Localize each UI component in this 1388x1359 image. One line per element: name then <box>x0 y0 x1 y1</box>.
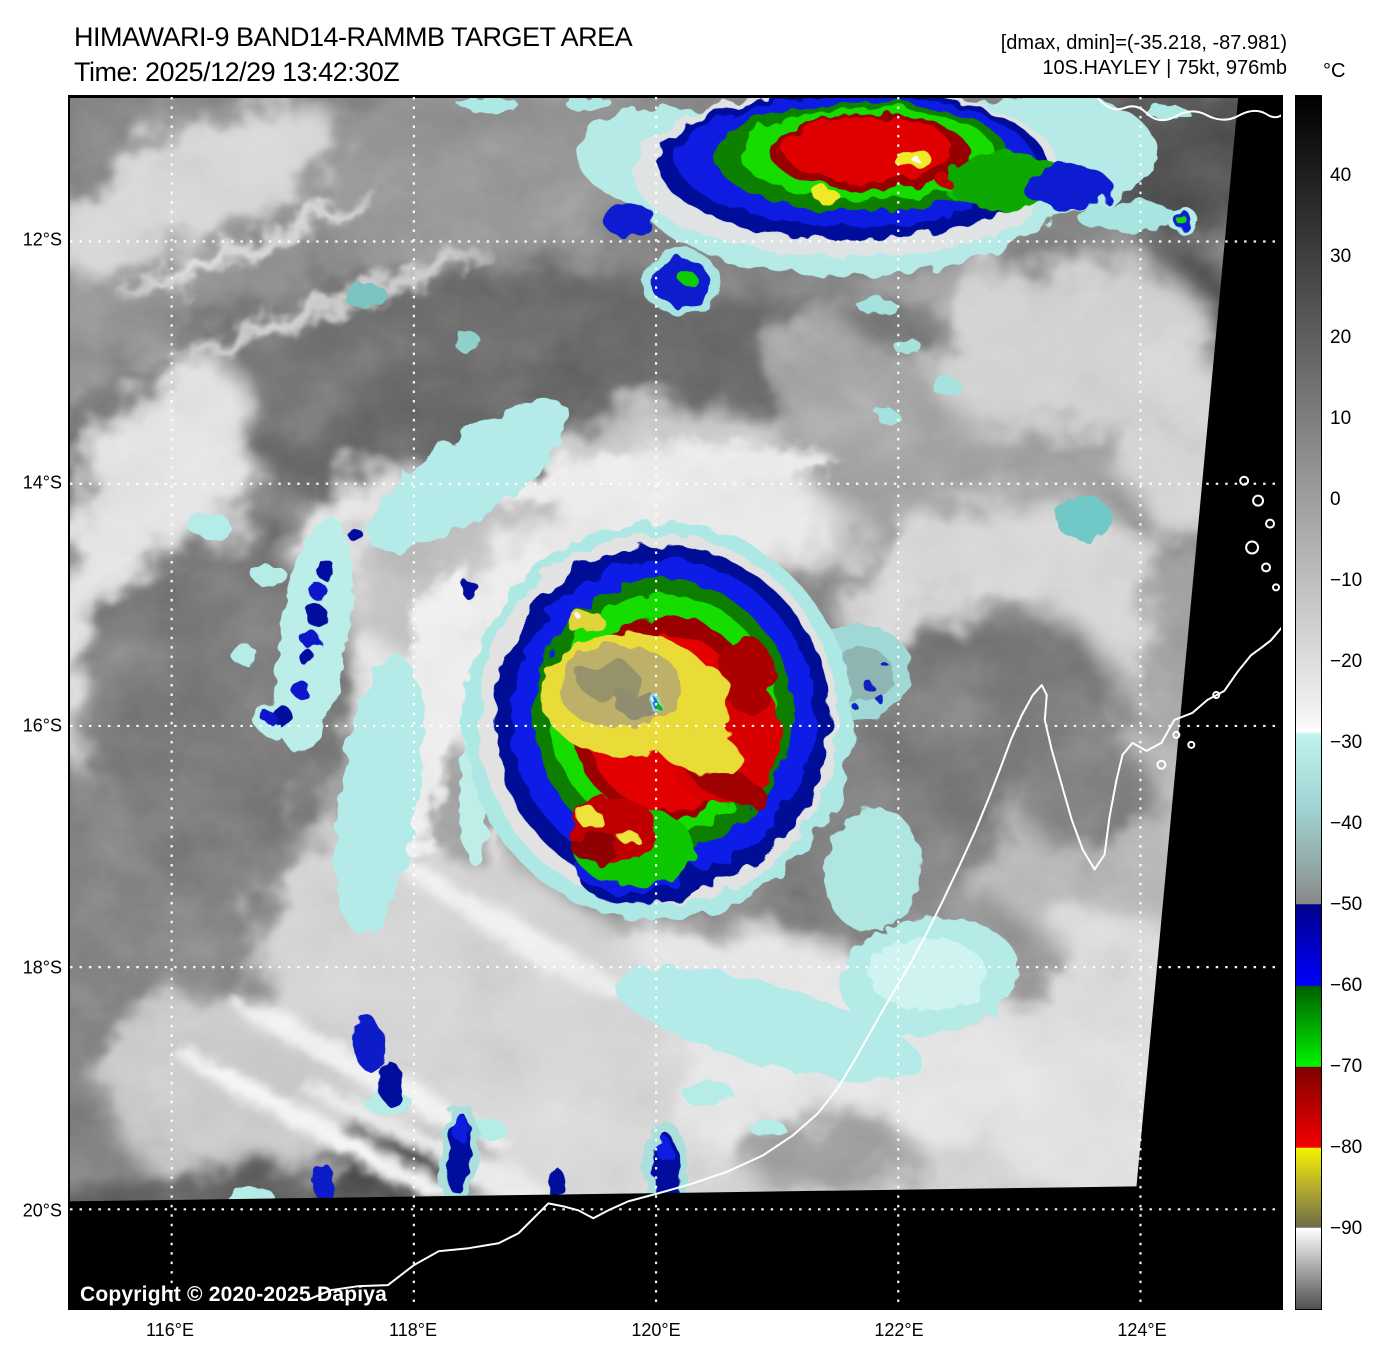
title-block: HIMAWARI-9 BAND14-RAMMB TARGET AREA Time… <box>74 20 633 90</box>
x-tick-122°E: 122°E <box>874 1320 924 1340</box>
colorbar-tick-−20: −20 <box>1330 651 1363 672</box>
colorbar-tick-−80: −80 <box>1330 1137 1363 1158</box>
colorbar-tick-20: 20 <box>1330 327 1352 348</box>
coastline <box>306 97 1281 1302</box>
coastline-islands <box>1156 475 1281 770</box>
colorbar-tick-−60: −60 <box>1330 975 1363 996</box>
copyright-notice: Copyright © 2020-2025 Dapiya <box>80 1283 388 1306</box>
x-tick-118°E: 118°E <box>389 1320 437 1340</box>
satellite-map: Copyright © 2020-2025 Dapiya <box>68 95 1283 1310</box>
convective-system-north <box>578 97 1177 314</box>
satellite-image <box>70 97 1281 1308</box>
colorbar-tick-10: 10 <box>1330 408 1352 429</box>
dmax-dmin-readout: [dmax, dmin]=(-35.218, -87.981) <box>1000 32 1287 54</box>
satellite-data-region <box>70 97 1239 1202</box>
colorbar-tick-−10: −10 <box>1330 570 1363 591</box>
page-title: HIMAWARI-9 BAND14-RAMMB TARGET AREA <box>74 22 633 52</box>
colorbar-tick-−70: −70 <box>1330 1056 1363 1077</box>
colorbar-tick-30: 30 <box>1330 246 1352 267</box>
colorbar-unit-label: °C <box>1323 60 1346 82</box>
timestamp: Time: 2025/12/29 13:42:30Z <box>74 57 400 87</box>
cyclone-10s-hayley <box>334 399 923 1081</box>
y-tick-12°S: 12°S <box>22 229 62 250</box>
y-tick-16°S: 16°S <box>22 715 62 736</box>
y-tick-18°S: 18°S <box>22 957 62 978</box>
info-block: [dmax, dmin]=(-35.218, -87.981) 10S.HAYL… <box>1001 31 1287 81</box>
storm-info: 10S.HAYLEY | 75kt, 976mb <box>1042 57 1287 79</box>
coastline-australia <box>306 626 1281 1302</box>
x-tick-124°E: 124°E <box>1117 1320 1167 1340</box>
colorbar-tick-40: 40 <box>1330 165 1352 186</box>
colorbar-tick-−90: −90 <box>1330 1218 1363 1239</box>
x-tick-116°E: 116°E <box>146 1320 194 1340</box>
colorbar-tick-−40: −40 <box>1330 813 1363 834</box>
coastline-timor <box>1097 97 1281 122</box>
y-tick-20°S: 20°S <box>22 1200 62 1221</box>
colorbar-tick-0: 0 <box>1330 489 1341 510</box>
y-tick-14°S: 14°S <box>22 472 62 493</box>
colorbar-tick-−50: −50 <box>1330 894 1363 915</box>
x-tick-120°E: 120°E <box>631 1320 681 1340</box>
colorbar-tick-−30: −30 <box>1330 732 1363 753</box>
temperature-colorbar <box>1295 95 1322 1310</box>
